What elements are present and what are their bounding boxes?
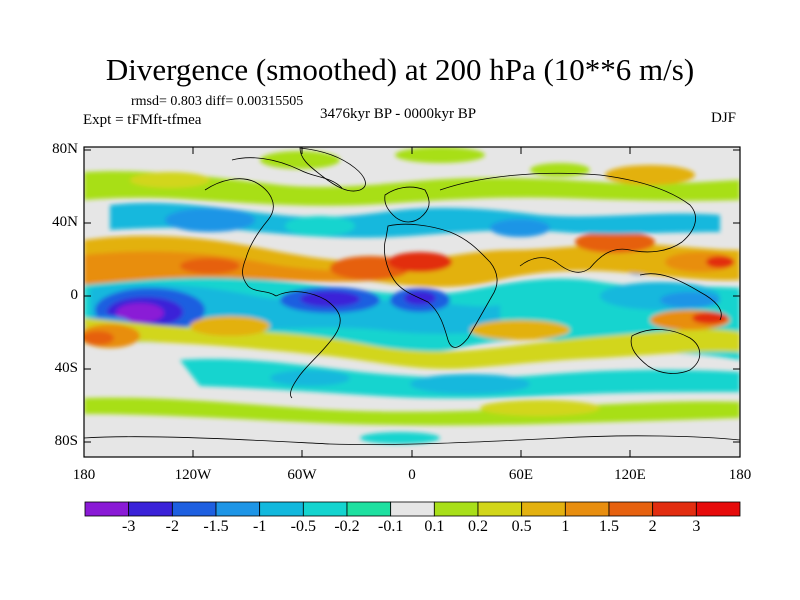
colorbar (84, 501, 741, 517)
colorbar-label: 0.5 (511, 518, 532, 535)
colorbar-label: 0.1 (424, 518, 445, 535)
lon-label-120w: 120W (174, 467, 212, 483)
lon-label-60e: 60E (508, 467, 534, 483)
colorbar-label: -1 (252, 518, 267, 535)
colorbar-swatch (215, 501, 261, 517)
colorbar-swatch (695, 501, 741, 517)
colorbar-swatch (608, 501, 654, 517)
colorbar-label: -1.5 (203, 518, 229, 535)
colorbar-label: -0.5 (290, 518, 316, 535)
lat-label-40n: 40N (52, 214, 78, 230)
lon-label-0: 0 (408, 467, 416, 483)
colorbar-label: 1.5 (599, 518, 619, 535)
colorbar-swatch (171, 501, 217, 517)
colorbar-swatch (84, 501, 130, 517)
colorbar-swatch (302, 501, 348, 517)
period-label: 3476kyr BP - 0000kyr BP (320, 106, 477, 122)
colorbar-label: 1 (561, 518, 570, 535)
lon-label-180w: 180 (72, 467, 96, 483)
axis-ticks (83, 147, 741, 457)
lon-label-120e: 120E (614, 467, 646, 483)
plot-title: Divergence (smoothed) at 200 hPa (10**6 … (105, 52, 695, 87)
lat-label-80n: 80N (52, 141, 78, 157)
lon-label-60w: 60W (287, 467, 317, 483)
colorbar-label: -0.1 (377, 518, 404, 535)
colorbar-swatch (259, 501, 304, 517)
colorbar-swatch (346, 501, 392, 517)
coastlines (84, 147, 740, 445)
experiment-label: Expt = tFMft-tfmea (83, 112, 202, 128)
colorbar-swatch (521, 501, 566, 517)
colorbar-swatch (128, 501, 173, 517)
colorbar-label: -3 (121, 518, 136, 535)
colorbar-swatch (564, 501, 610, 517)
colorbar-label: -0.2 (334, 518, 360, 535)
colorbar-swatch (390, 501, 435, 517)
lat-label-40s: 40S (54, 360, 78, 376)
colorbar-swatch (477, 501, 523, 517)
divergence-field (84, 147, 740, 457)
colorbar-swatch (652, 501, 697, 517)
colorbar-label: 0.2 (468, 518, 488, 535)
colorbar-swatch (433, 501, 479, 517)
lon-label-180e: 180 (728, 467, 752, 483)
colorbar-label: -2 (165, 518, 179, 535)
colorbar-label: 2 (648, 518, 657, 535)
stats-label: rmsd= 0.803 diff= 0.00315505 (131, 94, 304, 109)
lat-label-0: 0 (70, 287, 79, 303)
lat-label-80s: 80S (54, 433, 78, 449)
season-label: DJF (711, 110, 737, 126)
colorbar-label: 3 (692, 518, 701, 535)
